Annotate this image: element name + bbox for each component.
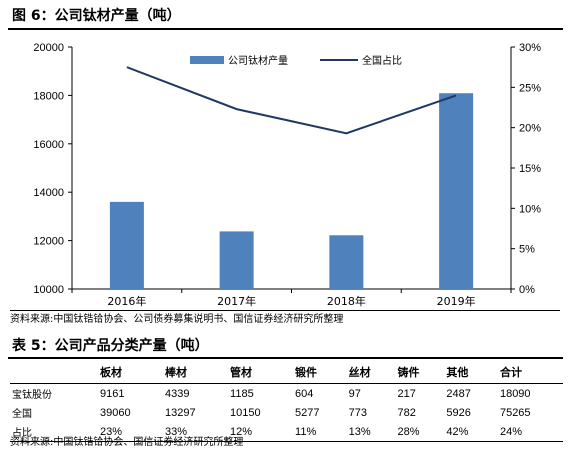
bar xyxy=(329,235,364,289)
left-tick-label: 16000 xyxy=(33,139,64,151)
left-tick-label: 10000 xyxy=(33,284,64,296)
share-line xyxy=(126,66,457,135)
table-cell: 28% xyxy=(395,422,445,442)
row-label: 宝钛股份 xyxy=(12,390,52,401)
legend-bar-label: 公司钛材产量 xyxy=(228,54,288,67)
x-tick-label: 2016年 xyxy=(107,294,146,308)
right-tick-label: 15% xyxy=(519,163,541,175)
table-cell: 24% xyxy=(497,422,563,442)
table-cell: 33% xyxy=(163,422,229,442)
table-cell: 75265 xyxy=(499,406,531,419)
right-tick-label: 30% xyxy=(519,42,541,54)
header-cell: 铸件 xyxy=(395,361,445,384)
table-cell: 5277 xyxy=(295,406,320,419)
plot-area: 20000 18000 16000 14000 12000 10000 30% 25% 20% 1… xyxy=(33,42,541,308)
table-cell: 97 xyxy=(348,387,361,400)
table-cell: 5926 xyxy=(446,406,471,419)
table-cell: 604 xyxy=(295,387,314,400)
left-tick-label: 20000 xyxy=(33,42,64,54)
left-tick-label: 18000 xyxy=(33,90,64,102)
table-title: 表 5：公司产品分类产量（吨） xyxy=(8,335,563,359)
table-header-row: 板材 棒材 管材 锻件 丝材 铸件 其他 合计 xyxy=(10,361,563,384)
left-tick-label: 12000 xyxy=(33,236,64,248)
table-cell: 1185 xyxy=(230,387,254,400)
header-cell: 棒材 xyxy=(163,361,229,384)
table-cell: 10150 xyxy=(230,406,261,419)
titanium-output-chart: 20000 18000 16000 14000 12000 10000 30% 25% 20% 1… xyxy=(33,42,541,308)
table-cell: 11% xyxy=(293,422,347,442)
header-cell: 锻件 xyxy=(293,361,347,384)
bar xyxy=(219,231,254,289)
figure-source: 资料来源:中国钛锆铪协会、公司债券募集说明书、国信证券经济研究所整理 xyxy=(10,310,560,327)
right-tick-label: 5% xyxy=(519,244,535,256)
table-cell: 782 xyxy=(397,406,416,419)
table-cell: 23% xyxy=(98,422,164,442)
table-cell: 217 xyxy=(397,387,416,400)
table-cell: 12% xyxy=(228,422,294,442)
table-cell: 39060 xyxy=(100,406,131,419)
right-tick-label: 25% xyxy=(519,82,541,94)
legend-line-label: 全国占比 xyxy=(362,54,402,67)
bar xyxy=(439,93,474,289)
table-row: 占比 23% 33% 12% 11% 13% 28% 42% 24% xyxy=(10,422,563,442)
table-cell: 18090 xyxy=(499,387,531,400)
table-cell: 2487 xyxy=(446,387,471,400)
x-tick-label: 2018年 xyxy=(327,294,366,308)
header-cell: 其他 xyxy=(444,361,498,384)
table-cell: 13% xyxy=(346,422,396,442)
header-cell: 板材 xyxy=(98,361,164,384)
left-tick-label: 14000 xyxy=(33,187,64,199)
right-tick-label: 0% xyxy=(519,284,535,296)
legend-bar-swatch xyxy=(190,56,224,64)
header-cell: 合计 xyxy=(497,361,563,384)
x-tick-label: 2017年 xyxy=(217,294,256,308)
table-cell: 9161 xyxy=(100,387,125,400)
table-row: 宝钛股份 9161 4339 1185 604 97 217 2487 1809… xyxy=(10,384,563,404)
table-cell: 773 xyxy=(348,406,367,419)
row-label: 占比 xyxy=(10,422,98,442)
table-cell: 13297 xyxy=(165,406,196,419)
table-source: 资料来源:中国钛锆铪协会、国信证券经济研究所整理 xyxy=(10,437,244,448)
table-cell: 4339 xyxy=(165,387,190,400)
figure-title: 图 6：公司钛材产量（吨） xyxy=(8,4,563,30)
x-tick-label: 2019年 xyxy=(437,294,476,308)
header-cell: 管材 xyxy=(228,361,294,384)
right-tick-label: 10% xyxy=(519,203,541,215)
product-output-table: 板材 棒材 管材 锻件 丝材 铸件 其他 合计 宝钛股份 9161 4339 1… xyxy=(10,361,563,442)
bar xyxy=(109,201,144,289)
table-cell: 42% xyxy=(444,422,498,442)
header-cell xyxy=(10,361,98,384)
header-cell: 丝材 xyxy=(346,361,396,384)
table-row: 全国 39060 13297 10150 5277 773 782 5926 7… xyxy=(10,403,563,422)
right-tick-label: 20% xyxy=(519,123,541,135)
row-label: 全国 xyxy=(12,409,32,420)
